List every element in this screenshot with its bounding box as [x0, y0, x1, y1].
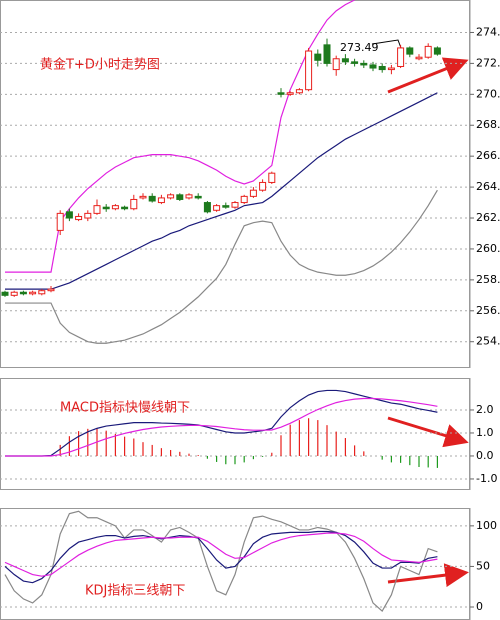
y-tick-label: 274.0	[476, 25, 500, 38]
plot-area	[1, 0, 441, 344]
candle-body	[341, 58, 349, 63]
y-tick-label: 0	[476, 600, 483, 613]
y-tick-label: 262.0	[476, 211, 500, 224]
candle-body	[185, 194, 193, 199]
candle-body	[277, 92, 285, 95]
y-tick-label: 270.0	[476, 87, 500, 100]
y-tick-label: 256.0	[476, 304, 500, 317]
candle-body	[93, 205, 101, 214]
candle-body	[323, 44, 331, 64]
candle-body	[148, 195, 156, 202]
y-tick-label: 272.0	[476, 56, 500, 69]
y-tick-label: 254.0	[476, 335, 500, 348]
candle-body	[75, 215, 83, 221]
candle-body	[65, 211, 73, 219]
panel-frame	[0, 508, 470, 620]
candle-body	[406, 47, 414, 55]
candle-body	[222, 205, 230, 208]
y-tick-label: 264.0	[476, 180, 500, 193]
annotation: 273.49	[340, 41, 379, 54]
candle-body	[387, 67, 395, 71]
y-tick-label: 266.0	[476, 149, 500, 162]
candle-body	[249, 189, 257, 197]
line-series	[5, 0, 355, 273]
candle-body	[1, 291, 9, 296]
trend-arrow	[387, 57, 469, 94]
trend-arrow	[387, 416, 469, 448]
y-tick-label: 0.0	[476, 449, 494, 462]
candle-body	[29, 291, 37, 295]
candle-body	[84, 212, 92, 219]
candle-body	[314, 53, 322, 61]
candle-body	[102, 206, 110, 210]
candle-body	[305, 50, 313, 91]
line-series	[4, 530, 438, 584]
y-tick-label: 268.0	[476, 118, 500, 131]
trend-arrow	[387, 563, 469, 588]
candle-body	[121, 206, 129, 210]
candle-body	[268, 172, 276, 183]
line-series	[5, 189, 438, 344]
chart-title: MACD指标快慢线朝下	[60, 400, 190, 416]
candle-body	[130, 198, 138, 210]
candle-body	[351, 61, 359, 64]
y-tick-label: 260.0	[476, 242, 500, 255]
candle-body	[19, 291, 27, 295]
candle-body	[56, 212, 64, 231]
candle-body	[38, 290, 46, 295]
candle-body	[139, 195, 147, 199]
candle-body	[397, 47, 405, 67]
candle-body	[378, 65, 386, 71]
y-tick-label: 2.0	[476, 403, 494, 416]
candle-body	[203, 202, 211, 213]
candle-body	[10, 291, 18, 296]
candle-body	[111, 205, 119, 210]
y-tick-label: 1.0	[476, 426, 494, 439]
plot-area	[5, 389, 438, 468]
candle-body	[415, 56, 423, 60]
line-series	[4, 510, 438, 613]
y-tick-label: 50	[476, 559, 490, 572]
candle-body	[231, 202, 239, 208]
plot-area	[4, 510, 438, 613]
candle-body	[176, 194, 184, 200]
candle-body	[194, 195, 202, 199]
candle-body	[157, 197, 165, 204]
candle-body	[259, 181, 267, 191]
line-series	[4, 532, 438, 577]
candle-body	[295, 89, 303, 94]
chart-title: KDJ指标三线朝下	[85, 584, 185, 599]
candle-body	[286, 92, 294, 95]
chart-title: 黄金T+D小时走势图	[40, 57, 160, 73]
candle-body	[360, 62, 368, 66]
candle-body	[332, 58, 340, 71]
candle-body	[213, 205, 221, 211]
candle-body	[167, 194, 175, 199]
y-tick-label: 258.0	[476, 273, 500, 286]
annotation-pointer	[371, 39, 402, 49]
candle-body	[47, 288, 55, 292]
panel-frame	[0, 378, 470, 490]
candle-body	[433, 47, 441, 55]
line-series	[5, 92, 438, 290]
candle-body	[369, 64, 377, 69]
candle-body	[424, 45, 432, 58]
y-tick-label: -1.0	[476, 472, 497, 485]
y-tick-label: 100	[476, 519, 497, 532]
candle-body	[240, 195, 248, 204]
line-series	[5, 397, 438, 457]
line-series	[5, 389, 438, 457]
